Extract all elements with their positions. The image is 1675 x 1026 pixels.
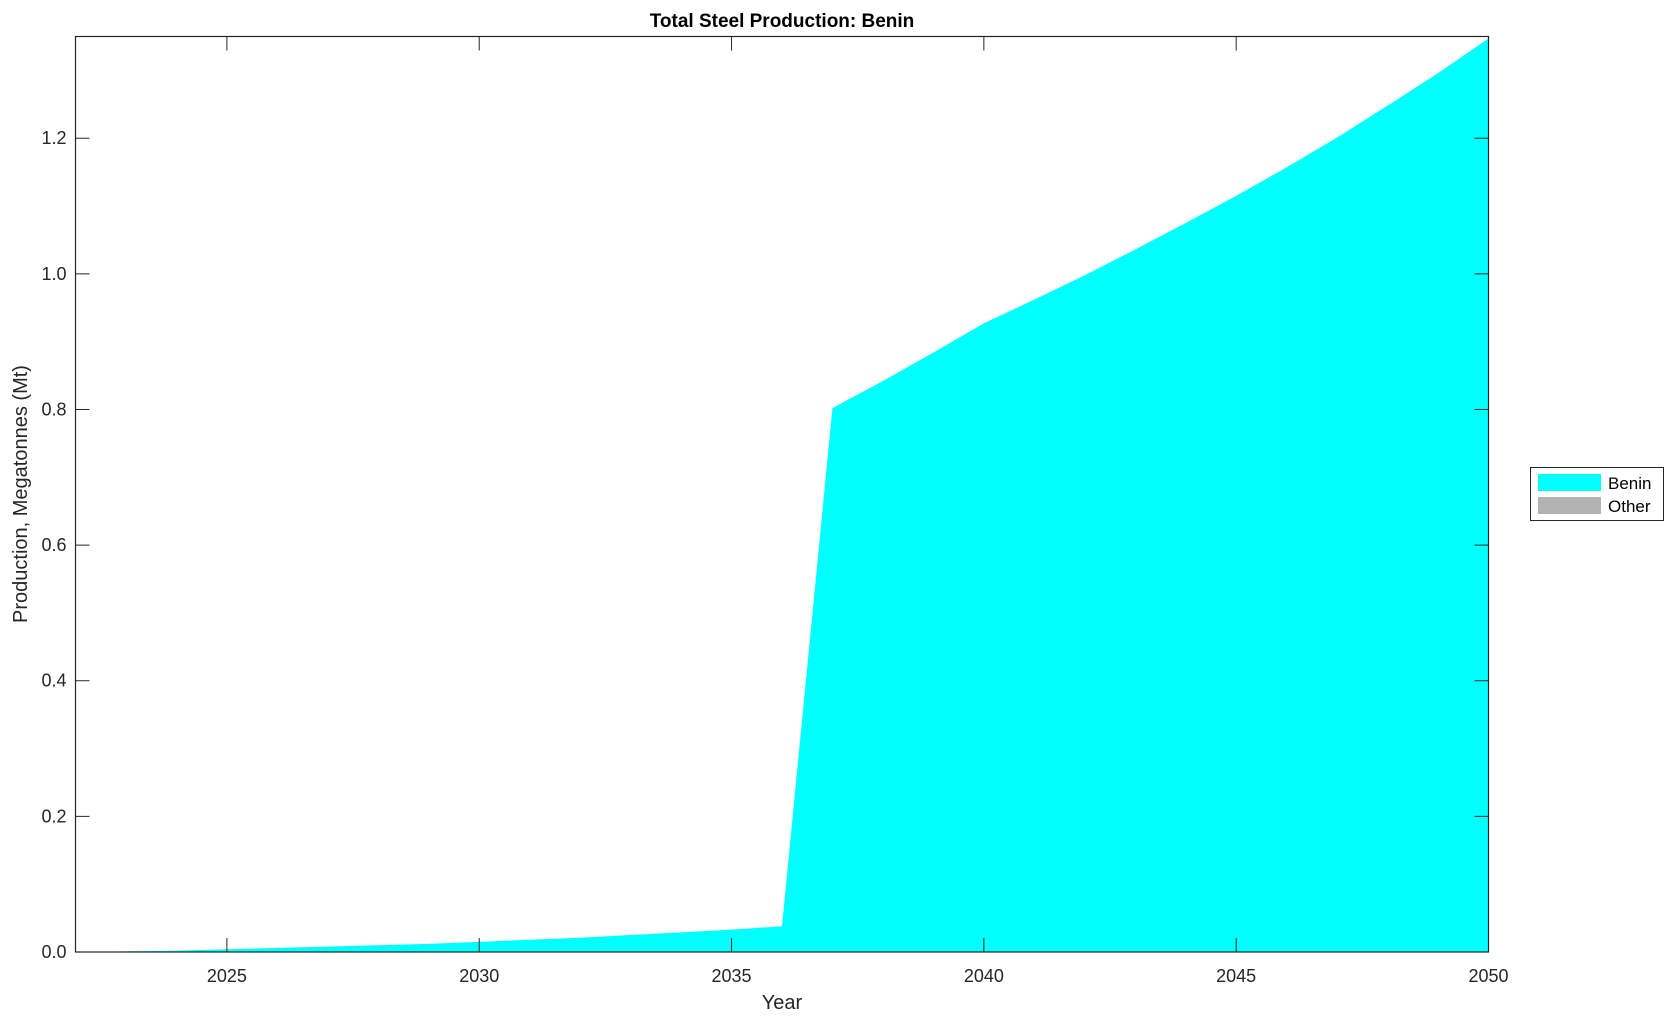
y-axis-label: Production, Megatonnes (Mt) bbox=[10, 365, 32, 623]
x-axis-label: Year bbox=[762, 992, 803, 1014]
y-tick-label: 0.8 bbox=[41, 399, 66, 419]
area-layer bbox=[75, 38, 1489, 953]
y-tick-label: 0.2 bbox=[41, 806, 66, 826]
legend-label-benin: Benin bbox=[1608, 474, 1651, 493]
y-tick-label: 1.0 bbox=[41, 264, 66, 284]
x-tick-label: 2040 bbox=[964, 966, 1004, 986]
x-tick-label: 2050 bbox=[1468, 966, 1508, 986]
x-tick-label: 2045 bbox=[1216, 966, 1256, 986]
x-tick-label: 2030 bbox=[459, 966, 499, 986]
y-tick-label: 0.4 bbox=[41, 671, 66, 691]
y-axis: 0.0 0.2 0.4 0.6 0.8 1.0 1.2 bbox=[41, 128, 1489, 962]
legend: Benin Other bbox=[1530, 467, 1664, 521]
legend-swatch-other bbox=[1538, 497, 1601, 514]
y-tick-label: 0.6 bbox=[41, 535, 66, 555]
y-tick-label: 1.2 bbox=[41, 128, 66, 148]
area-benin bbox=[75, 38, 1489, 953]
x-axis: 2025 2030 2035 2040 2045 2050 bbox=[207, 36, 1509, 986]
y-tick-label: 0.0 bbox=[41, 942, 66, 962]
x-tick-label: 2035 bbox=[712, 966, 752, 986]
legend-swatch-benin bbox=[1538, 474, 1601, 491]
plot-frame bbox=[74, 35, 1490, 953]
chart-title: Total Steel Production: Benin bbox=[650, 11, 915, 32]
legend-label-other: Other bbox=[1608, 497, 1651, 516]
x-tick-label: 2025 bbox=[207, 966, 247, 986]
